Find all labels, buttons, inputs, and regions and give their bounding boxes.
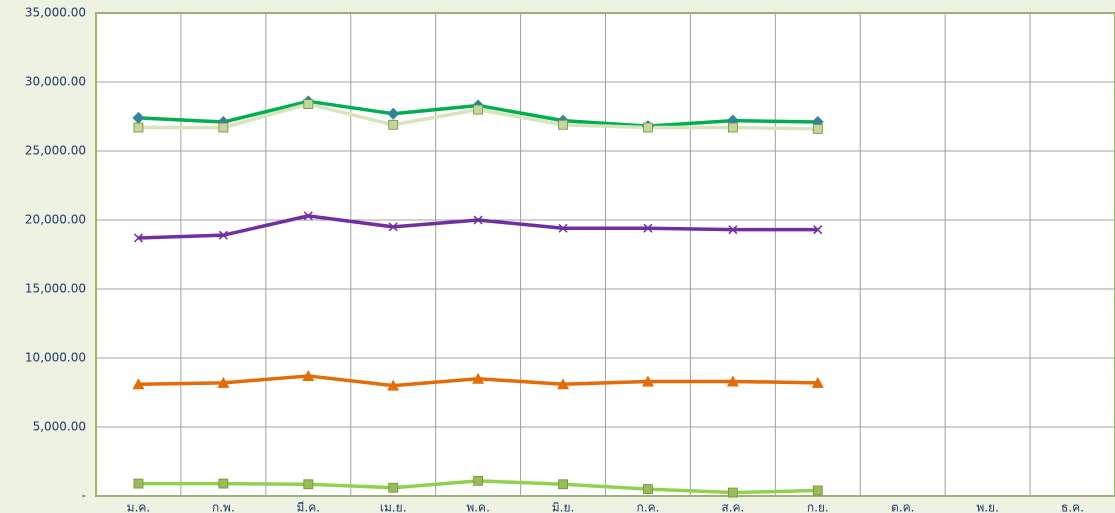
marker <box>558 119 568 130</box>
y-tick-label: 15,000.00 <box>25 282 86 296</box>
marker <box>472 372 485 384</box>
marker <box>643 223 653 233</box>
y-tick-label: - <box>82 489 86 503</box>
marker <box>387 107 400 120</box>
x-tick-label: มิ.ย. <box>552 501 575 513</box>
marker <box>558 479 568 490</box>
y-tick-label: 5,000.00 <box>33 420 86 434</box>
x-tick-label: ม.ค. <box>127 501 151 513</box>
x-tick-label: ธ.ค. <box>1061 501 1084 513</box>
marker <box>728 225 738 235</box>
marker <box>557 378 570 390</box>
marker <box>727 487 738 498</box>
marker <box>811 376 824 388</box>
x-tick-label: ก.ค. <box>636 501 659 513</box>
marker <box>558 223 568 233</box>
marker <box>473 215 483 225</box>
marker <box>218 122 229 133</box>
x-tick-label: ก.พ. <box>212 501 235 513</box>
marker <box>388 222 398 232</box>
marker <box>133 122 144 133</box>
marker <box>218 230 228 240</box>
marker <box>813 225 823 235</box>
marker <box>473 475 484 486</box>
x-tick-label: มี.ค. <box>297 501 321 513</box>
y-tick-label: 25,000.00 <box>25 144 86 158</box>
marker <box>641 375 654 387</box>
y-tick-label: 35,000.00 <box>25 6 86 20</box>
x-tick-label: เม.ย. <box>380 501 407 513</box>
marker <box>303 479 314 490</box>
marker <box>303 211 313 221</box>
marker <box>643 484 653 495</box>
marker <box>643 122 653 133</box>
x-tick-label: ส.ค. <box>721 501 744 513</box>
marker <box>303 99 314 109</box>
marker <box>726 375 739 387</box>
x-tick-label: พ.ย. <box>976 501 999 513</box>
marker <box>217 376 230 388</box>
marker <box>302 369 315 381</box>
marker <box>727 122 738 133</box>
marker <box>133 478 144 489</box>
marker <box>218 478 229 489</box>
y-tick-label: 20,000.00 <box>25 213 86 227</box>
marker <box>133 233 143 243</box>
marker <box>217 116 230 129</box>
marker <box>388 482 399 493</box>
marker <box>132 378 145 390</box>
y-tick-label: 30,000.00 <box>25 75 86 89</box>
marker <box>132 111 145 124</box>
marker <box>387 379 400 391</box>
y-tick-label: 10,000.00 <box>25 351 86 365</box>
marker <box>812 485 823 496</box>
marker <box>473 104 484 115</box>
x-tick-label: ต.ค. <box>891 501 914 513</box>
marker <box>811 116 824 129</box>
x-tick-label: พ.ค. <box>466 501 490 513</box>
marker <box>388 119 399 130</box>
marker <box>812 124 823 134</box>
x-tick-label: ก.ย. <box>807 501 829 513</box>
